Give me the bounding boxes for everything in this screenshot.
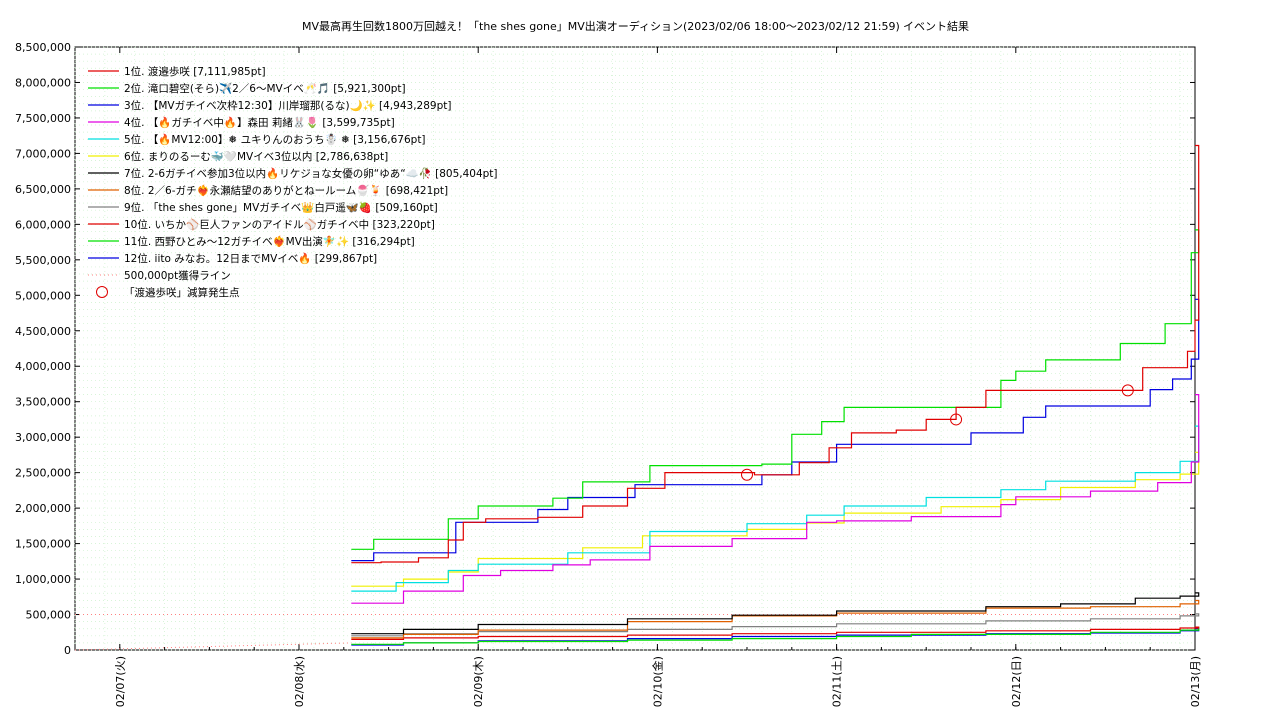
legend-entry-2: 2位. 滝口碧空(そら)✈️2／6〜MVイベ🥂🎵 [5,921,300pt] xyxy=(124,82,406,95)
y-tick-label: 6,500,000 xyxy=(15,183,71,196)
y-tick-label: 2,500,000 xyxy=(15,467,71,480)
x-tick-label: 02/08(水) xyxy=(293,656,306,707)
series-line-10 xyxy=(351,626,1200,640)
series-line-6 xyxy=(351,451,1200,587)
legend-entry-6: 6位. まりのるーむ🐳🤍MVイベ3位以内 [2,786,638pt] xyxy=(124,150,388,163)
series-line-2 xyxy=(351,229,1200,550)
legend-entry-8: 8位. 2／6-ガチ❤️‍🔥永瀬結望のありがとねールーム🍧🍹 [698,421p… xyxy=(124,184,448,197)
x-tick-label: 02/12(日) xyxy=(1010,656,1023,707)
series-line-7 xyxy=(351,592,1200,635)
chart-subtitle: イベント結果 xyxy=(903,19,969,33)
legend-entry-1: 1位. 渡邉歩咲 [7,111,985pt] xyxy=(124,65,266,78)
series-line-3 xyxy=(351,298,1200,562)
y-tick-label: 5,000,000 xyxy=(15,289,71,302)
y-tick-label: 1,500,000 xyxy=(15,538,71,551)
y-tick-label: 3,000,000 xyxy=(15,431,71,444)
y-tick-label: 4,500,000 xyxy=(15,325,71,338)
y-tick-label: 5,500,000 xyxy=(15,254,71,267)
y-tick-label: 500,000 xyxy=(26,609,72,622)
y-tick-label: 7,000,000 xyxy=(15,147,71,160)
legend-entry-10: 10位. いちか⚾巨人ファンのアイドル⚾ガチイベ中 [323,220pt] xyxy=(124,218,435,231)
y-tick-label: 6,000,000 xyxy=(15,218,71,231)
y-tick-label: 4,000,000 xyxy=(15,360,71,373)
x-tick-label: 02/07(火) xyxy=(114,656,127,707)
y-tick-label: 3,500,000 xyxy=(15,396,71,409)
x-tick-label: 02/13(月) xyxy=(1189,656,1202,707)
series-line-1 xyxy=(351,144,1200,564)
legend-swatch-marker xyxy=(96,286,108,298)
legend-entry-7: 7位. 2-6ガチイベ参加3位以内🔥リケジョな女優の卵“ゆあ“☁️🥀 [805,… xyxy=(124,167,498,180)
legend-entry-marker: 「渡邉歩咲」減算発生点 xyxy=(124,286,240,299)
series-line-8 xyxy=(351,599,1200,639)
series-line-5 xyxy=(351,425,1200,592)
series-line-11 xyxy=(351,627,1200,645)
legend-entry-5: 5位. 【🔥MV12:00】❅ ユキりんのおうち☃️ ❅ [3,156,676p… xyxy=(124,133,426,146)
legend-entry-4: 4位. 【🔥ガチイベ中🔥】森田 莉緒🐰🌷 [3,599,735pt] xyxy=(124,116,395,129)
y-tick-label: 0 xyxy=(64,644,71,657)
y-tick-label: 1,000,000 xyxy=(15,573,71,586)
legend-entry-11: 11位. 西野ひとみ〜12ガチイベ❤️‍🔥MV出演🧚✨ [316,294pt] xyxy=(124,235,415,248)
deduction-marker xyxy=(741,468,753,481)
legend-entry-threshold: 500,000pt獲得ライン xyxy=(124,269,231,282)
y-tick-label: 2,000,000 xyxy=(15,502,71,515)
deduction-marker xyxy=(1121,384,1134,397)
series-line-4 xyxy=(351,394,1200,604)
x-tick-label: 02/10(金) xyxy=(650,656,664,707)
legend-entry-9: 9位. 「the shes gone」MVガチイベ👑白戸遥🦋🍓 [509,160… xyxy=(124,201,438,214)
deduction-marker xyxy=(950,413,963,426)
y-tick-label: 8,500,000 xyxy=(15,41,71,54)
chart-title: MV最高再生回数1800万回越え！「the shes gone」MV出演オーディ… xyxy=(302,19,900,33)
x-tick-label: 02/09(木) xyxy=(472,656,485,707)
legend-entry-12: 12位. iito みなお。12日までMVイベ🔥 [299,867pt] xyxy=(124,252,377,265)
pre-start-line xyxy=(74,642,352,651)
y-tick-label: 7,500,000 xyxy=(15,112,71,125)
x-tick-label: 02/11(土) xyxy=(831,656,844,707)
y-tick-label: 8,000,000 xyxy=(15,76,71,89)
legend-entry-3: 3位. 【MVガチイベ次枠12:30】川岸瑠那(るな)🌙✨ [4,943,289… xyxy=(124,99,451,112)
